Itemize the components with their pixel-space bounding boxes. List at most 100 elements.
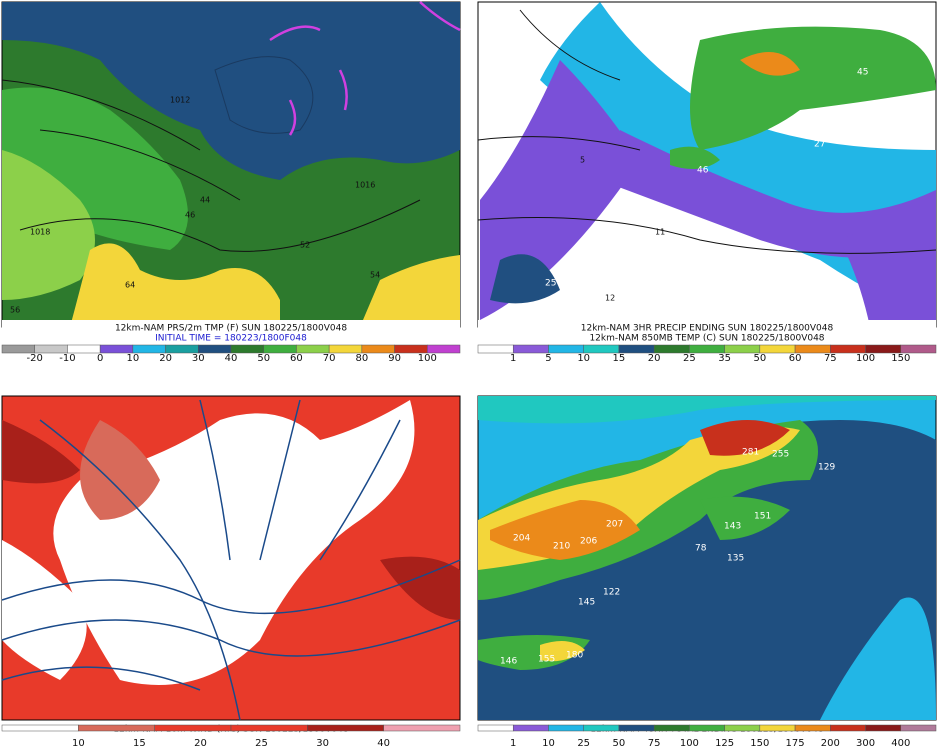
station-value: 25 xyxy=(545,279,556,289)
colorbar-swatch xyxy=(198,344,232,354)
colorbar-swatch xyxy=(1,344,35,354)
colorbar-swatch xyxy=(296,344,330,354)
colorbar-label: 20 xyxy=(194,738,207,749)
colorbar-swatch xyxy=(794,344,831,354)
colorbar-swatch xyxy=(394,344,428,354)
colorbar-label: 400 xyxy=(891,738,910,749)
colorbar-swatch xyxy=(263,344,297,354)
contour-label: 5 xyxy=(580,156,585,165)
station-value: 210 xyxy=(553,542,570,552)
colorbar-swatch xyxy=(512,344,549,354)
colorbar-swatch xyxy=(132,344,166,354)
colorbar-swatch xyxy=(477,344,514,354)
contour-label: 64 xyxy=(125,281,135,290)
colorbar-label: 60 xyxy=(789,353,802,364)
colorbar-swatch xyxy=(78,724,155,732)
subcaption: INITIAL TIME = 180223/1800F048 xyxy=(155,334,307,344)
station-value: 281 xyxy=(742,448,759,458)
colorbar-swatch xyxy=(1,724,79,732)
colorbar-swatch xyxy=(865,344,902,354)
colorbar-label: 20 xyxy=(159,353,172,364)
colorbar-label: 150 xyxy=(891,353,910,364)
colorbar-label: 75 xyxy=(824,353,837,364)
station-value: 46 xyxy=(697,166,709,176)
station-value: 207 xyxy=(606,520,623,530)
colorbar-label: 30 xyxy=(192,353,205,364)
colorbar-swatch xyxy=(618,724,655,732)
colorbar-label: 20 xyxy=(648,353,661,364)
subcaption: 12km-NAM 850MB TEMP (C) SUN 180225/1800V… xyxy=(589,334,824,344)
contour-label: 11 xyxy=(655,228,665,237)
colorbar-swatch xyxy=(900,344,937,354)
colorbar-swatch xyxy=(794,724,831,732)
station-value: 204 xyxy=(513,534,530,544)
colorbar-label: 175 xyxy=(786,738,805,749)
colorbar-label: 0 xyxy=(97,353,103,364)
caption: 12km-NAM PRS/2m TMP (F) SUN 180225/1800V… xyxy=(115,324,347,334)
contour-label: 52 xyxy=(300,241,310,250)
colorbar-label: 50 xyxy=(753,353,766,364)
colorbar-label: -10 xyxy=(59,353,75,364)
station-value: 151 xyxy=(754,512,771,522)
station-value: 255 xyxy=(772,450,789,460)
colorbar-swatch xyxy=(154,724,232,732)
colorbar-swatch xyxy=(900,724,937,732)
contour-label: 1012 xyxy=(170,96,190,105)
colorbar-label: 25 xyxy=(683,353,696,364)
colorbar-label: 25 xyxy=(255,738,268,749)
colorbar-swatch xyxy=(653,344,690,354)
colorbar-label: 15 xyxy=(133,738,146,749)
colorbar-label: 40 xyxy=(225,353,238,364)
colorbar-label: 15 xyxy=(613,353,626,364)
colorbar-swatch xyxy=(34,344,68,354)
colorbar-label: 75 xyxy=(648,738,661,749)
contour-label: 1018 xyxy=(30,228,50,237)
contour-label: 56 xyxy=(10,306,20,315)
colorbar-swatch xyxy=(759,724,796,732)
station-value: 27 xyxy=(814,140,825,150)
colorbar-swatch xyxy=(383,724,461,732)
colorbar-label: 35 xyxy=(718,353,731,364)
colorbar-swatch xyxy=(361,344,395,354)
colorbar-swatch xyxy=(548,724,584,732)
map-temperature: 44 46 52 54 56 64 1012 1016 1018 12km-NA… xyxy=(1,1,461,344)
colorbar-label: 60 xyxy=(290,353,303,364)
colorbar-label: 40 xyxy=(377,738,390,749)
colorbar-swatch xyxy=(689,724,725,732)
colorbar-swatch xyxy=(165,344,199,354)
colorbar-swatch xyxy=(307,724,384,732)
colorbar-label: 125 xyxy=(715,738,734,749)
station-value: 143 xyxy=(724,522,741,532)
station-value: 146 xyxy=(500,657,517,667)
contour-label: 12 xyxy=(605,294,615,303)
colorbar-swatch xyxy=(230,724,308,732)
colorbar-label: 10 xyxy=(72,738,85,749)
station-value: 122 xyxy=(603,588,620,598)
colorbar-label: -20 xyxy=(27,353,43,364)
colorbar-label: 25 xyxy=(577,738,590,749)
contour-label: 54 xyxy=(370,271,380,280)
colorbar-swatch xyxy=(724,724,761,732)
colorbar-label: 10 xyxy=(577,353,590,364)
colorbar-swatch xyxy=(653,724,690,732)
station-value: 21 xyxy=(535,308,546,318)
colorbar-label: 150 xyxy=(750,738,769,749)
colorbar-swatch xyxy=(230,344,264,354)
station-value: 155 xyxy=(538,655,555,665)
contour-label: 1016 xyxy=(355,181,375,190)
colorbar-swatch xyxy=(477,724,514,732)
colorbar-label: 10 xyxy=(126,353,139,364)
map-precip: 5 11 12 25 21 46 45 27 12km-NAM 3HR PREC… xyxy=(477,1,937,344)
colorbar-swatch xyxy=(618,344,655,354)
colorbar-swatch xyxy=(512,724,549,732)
colorbar-label: 100 xyxy=(680,738,699,749)
colorbar-swatch xyxy=(724,344,761,354)
colorbar-swatch xyxy=(865,724,902,732)
contour-label: 44 xyxy=(200,196,210,205)
colorbar-label: 50 xyxy=(613,738,626,749)
station-value: 129 xyxy=(818,463,835,473)
colorbar-label: 30 xyxy=(316,738,329,749)
colorbar-label: 300 xyxy=(856,738,875,749)
colorbar-swatch xyxy=(583,344,620,354)
